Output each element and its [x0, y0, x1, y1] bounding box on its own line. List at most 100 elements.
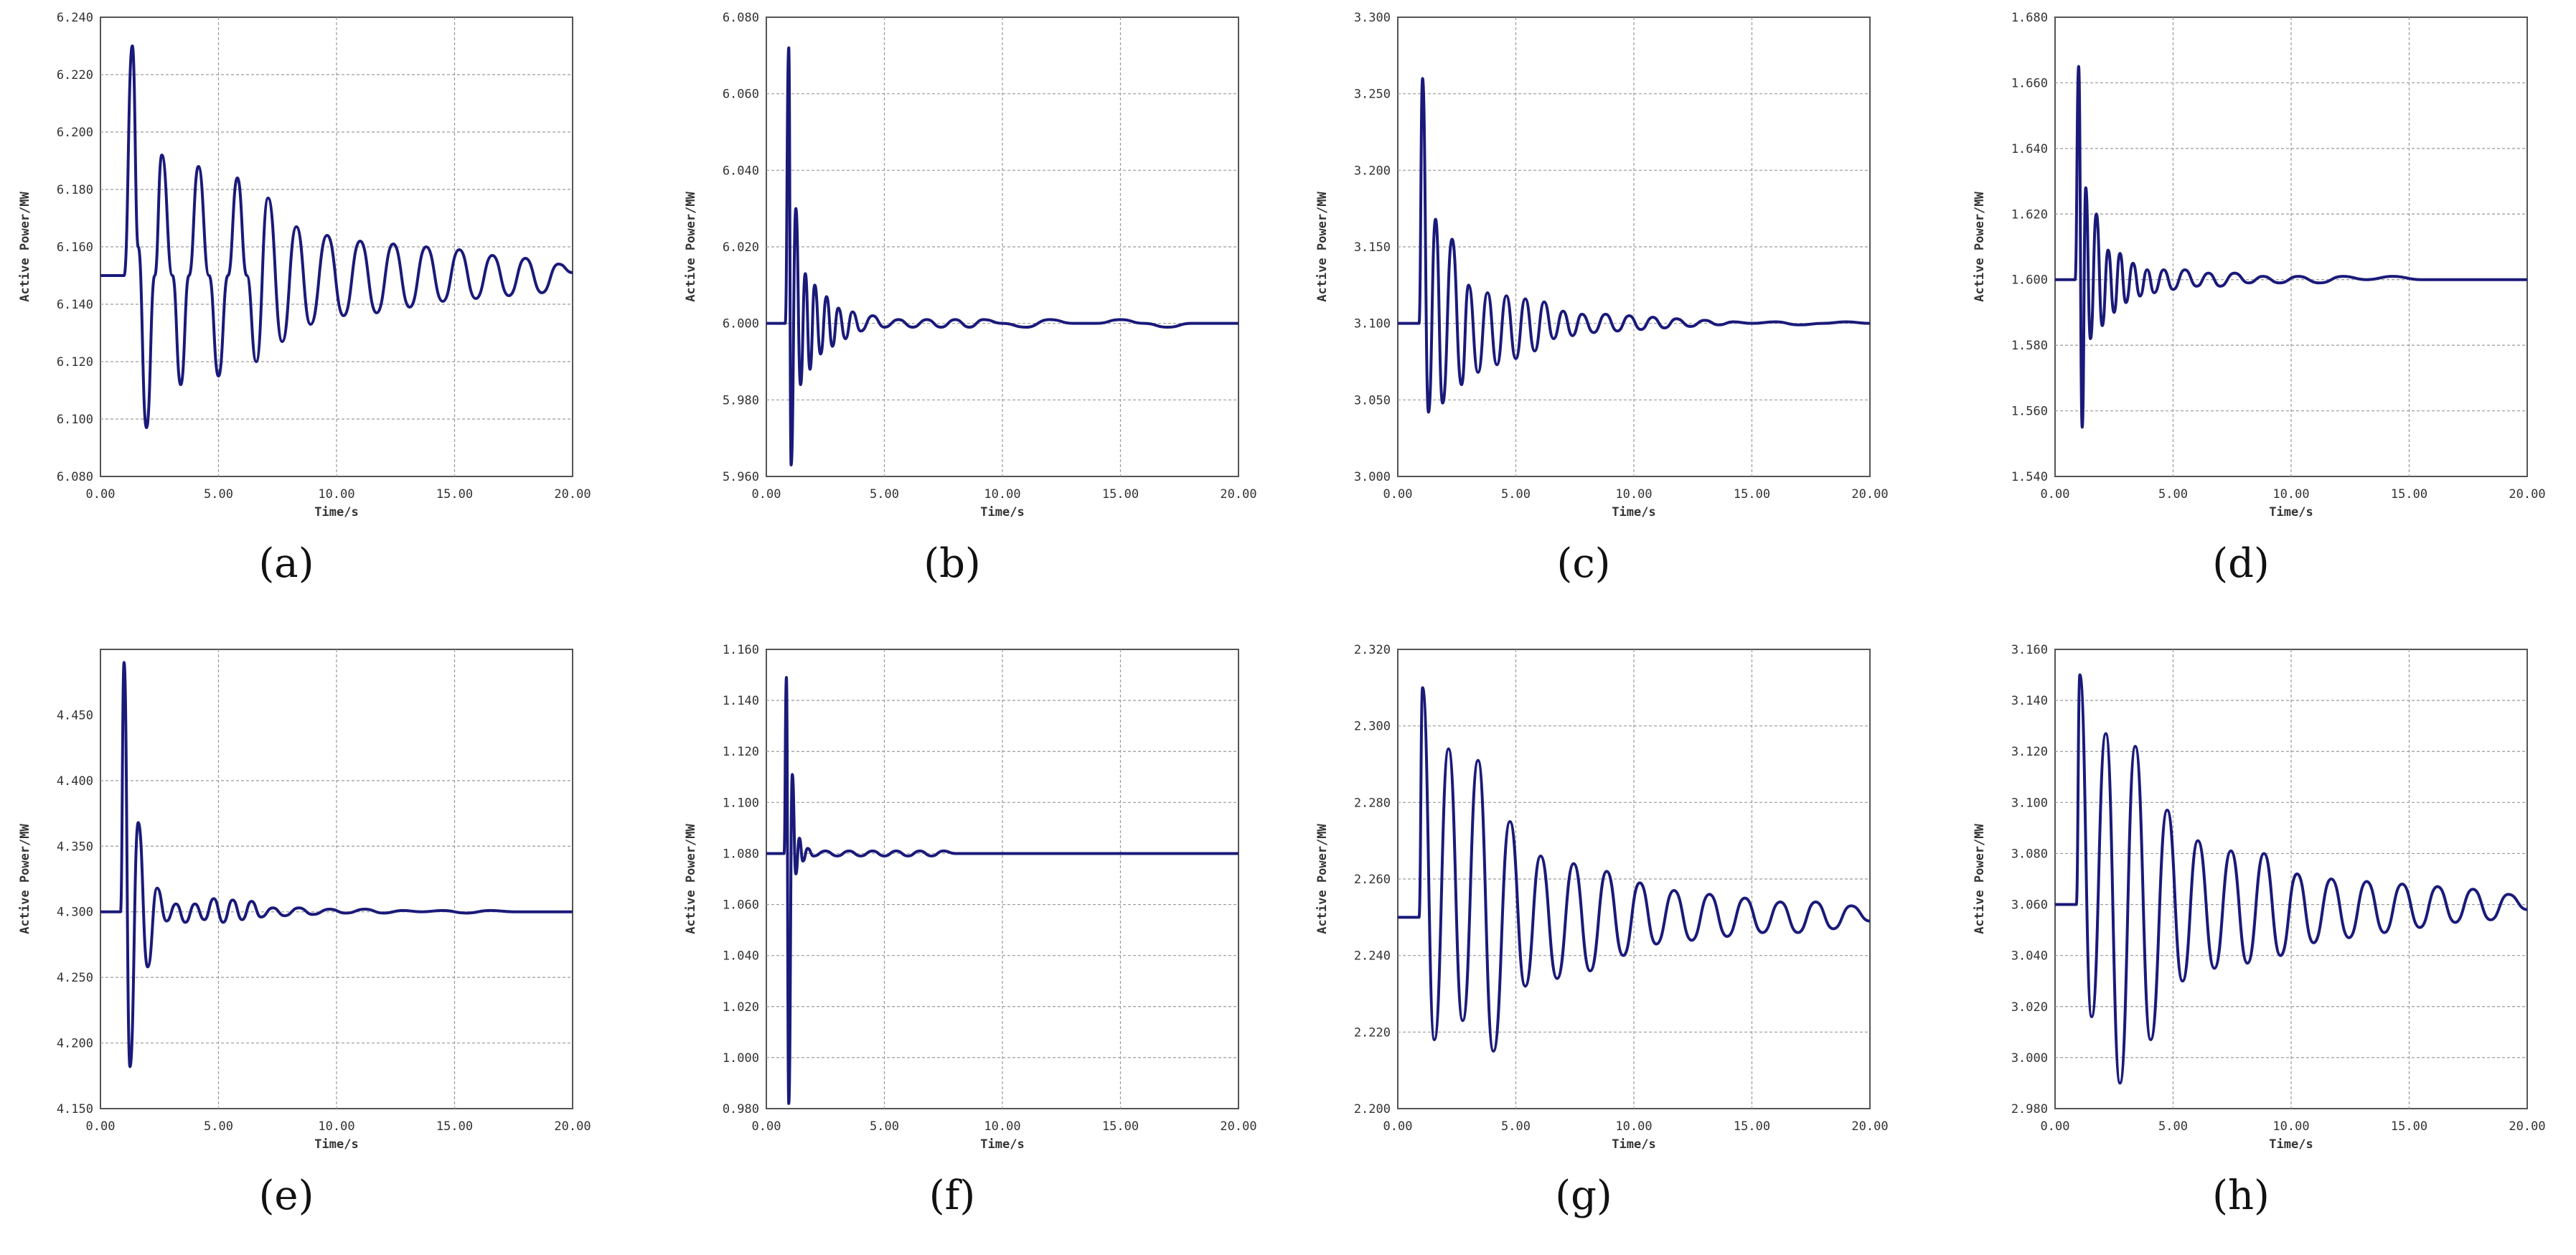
- x-tick-label: 15.00: [1734, 487, 1770, 502]
- chart-panel: 0.00 5.00 10.00 15.00 20.00 4.150 4.200 4.250 4.…: [18, 649, 591, 1219]
- panel-caption: (g): [1555, 1172, 1612, 1219]
- y-axis-label: Active Power/MW: [1315, 191, 1330, 301]
- y-tick-label: 3.120: [2011, 745, 2048, 759]
- y-tick-label: 1.080: [723, 847, 759, 861]
- x-tick-label: 5.00: [1501, 1119, 1531, 1134]
- y-tick-label: 6.100: [57, 413, 93, 427]
- x-tick-label: 5.00: [1501, 487, 1531, 502]
- x-axis-label: Time/s: [314, 505, 358, 520]
- y-tick-label: 1.660: [2011, 76, 2048, 90]
- y-tick-label: 3.050: [1354, 393, 1391, 408]
- x-tick-label: 0.00: [1383, 487, 1413, 502]
- y-tick-label: 5.980: [723, 393, 759, 408]
- y-axis-label: Active Power/MW: [18, 823, 32, 934]
- x-tick-label: 10.00: [2272, 487, 2309, 502]
- y-tick-label: 6.140: [57, 298, 93, 312]
- x-tick-label: 0.00: [86, 1119, 116, 1134]
- y-tick-label: 3.300: [1354, 11, 1391, 25]
- x-tick-label: 20.00: [554, 1119, 591, 1134]
- panel-caption: (c): [1556, 540, 1610, 587]
- series-line: [100, 44, 573, 429]
- y-tick-label: 4.300: [57, 906, 93, 920]
- y-tick-label: 1.100: [723, 796, 759, 810]
- y-tick-label: 2.260: [1354, 873, 1391, 887]
- x-axis-label: Time/s: [314, 1137, 358, 1152]
- series-line: [100, 661, 573, 1068]
- x-tick-label: 20.00: [2509, 1119, 2545, 1134]
- y-tick-label: 3.140: [2011, 694, 2048, 708]
- x-tick-label: 5.00: [2158, 1119, 2188, 1134]
- y-tick-label: 1.060: [723, 898, 759, 913]
- x-tick-label: 5.00: [204, 487, 233, 502]
- x-tick-label: 20.00: [1220, 1119, 1256, 1134]
- x-tick-label: 5.00: [204, 1119, 233, 1134]
- y-axis-label: Active Power/MW: [1973, 823, 1987, 934]
- x-tick-label: 20.00: [1220, 487, 1256, 502]
- x-tick-label: 10.00: [984, 487, 1020, 502]
- y-tick-label: 1.640: [2011, 142, 2048, 156]
- y-tick-label: 2.200: [1354, 1102, 1391, 1117]
- plot-area: [100, 649, 573, 1109]
- y-tick-label: 3.160: [2011, 643, 2048, 657]
- plot-area: [2054, 17, 2528, 477]
- x-tick-label: 0.00: [1383, 1119, 1413, 1134]
- x-tick-label: 10.00: [318, 487, 354, 502]
- x-tick-label: 15.00: [2391, 487, 2427, 502]
- y-tick-label: 1.560: [2011, 405, 2048, 419]
- panel-caption: (b): [923, 540, 981, 587]
- y-tick-label: 3.040: [2011, 949, 2048, 964]
- x-tick-label: 0.00: [752, 1119, 781, 1134]
- y-axis-label: Active Power/MW: [684, 191, 698, 301]
- plot-area: [766, 649, 1239, 1109]
- y-tick-label: 1.120: [723, 745, 759, 759]
- y-tick-label: 1.040: [723, 949, 759, 964]
- x-tick-label: 15.00: [1102, 487, 1139, 502]
- y-tick-label: 1.540: [2011, 470, 2048, 484]
- x-tick-label: 0.00: [2041, 487, 2070, 502]
- y-tick-label: 6.220: [57, 68, 93, 83]
- y-axis-label: Active Power/MW: [1973, 191, 1987, 301]
- series-line: [2054, 65, 2527, 429]
- y-tick-label: 2.300: [1354, 720, 1391, 734]
- y-tick-label: 1.160: [723, 643, 759, 657]
- x-tick-label: 0.00: [86, 487, 116, 502]
- x-tick-label: 15.00: [2391, 1119, 2427, 1134]
- y-tick-label: 3.200: [1354, 164, 1391, 178]
- series-line: [766, 46, 1238, 466]
- y-tick-label: 2.240: [1354, 949, 1391, 964]
- y-tick-label: 6.240: [57, 11, 93, 25]
- x-tick-label: 15.00: [1734, 1119, 1770, 1134]
- chart-panel: 0.00 5.00 10.00 15.00 20.00 2.980 3.000 3.020 3.…: [1973, 643, 2546, 1219]
- x-tick-label: 0.00: [2041, 1119, 2070, 1134]
- y-tick-label: 2.320: [1354, 643, 1391, 657]
- y-tick-label: 4.400: [57, 774, 93, 789]
- series-line: [766, 676, 1238, 1105]
- y-tick-label: 1.140: [723, 694, 759, 708]
- y-tick-label: 6.160: [57, 240, 93, 255]
- series-line: [2054, 673, 2528, 1085]
- y-tick-label: 3.020: [2011, 1000, 2048, 1015]
- y-tick-label: 6.180: [57, 183, 93, 197]
- x-tick-label: 10.00: [984, 1119, 1020, 1134]
- y-tick-label: 6.080: [723, 11, 759, 25]
- y-tick-label: 3.000: [2011, 1051, 2048, 1066]
- y-tick-label: 5.960: [723, 470, 759, 484]
- x-tick-label: 20.00: [2509, 487, 2545, 502]
- y-tick-label: 3.060: [2011, 898, 2048, 913]
- plot-area: [2054, 649, 2528, 1109]
- y-axis-label: Active Power/MW: [18, 191, 32, 301]
- chart-panel: 0.00 5.00 10.00 15.00 20.00 0.980 1.000 1.020 1.…: [684, 643, 1257, 1219]
- x-tick-label: 15.00: [1102, 1119, 1139, 1134]
- y-tick-label: 3.250: [1354, 88, 1391, 102]
- x-tick-label: 10.00: [1615, 1119, 1652, 1134]
- y-tick-label: 6.200: [57, 126, 93, 140]
- y-tick-label: 1.000: [723, 1051, 759, 1066]
- y-tick-label: 0.980: [723, 1102, 759, 1117]
- y-tick-label: 1.020: [723, 1000, 759, 1015]
- y-tick-label: 6.060: [723, 88, 759, 102]
- y-tick-label: 4.200: [57, 1037, 93, 1051]
- y-tick-label: 3.100: [1354, 317, 1391, 332]
- x-tick-label: 20.00: [554, 487, 591, 502]
- y-tick-label: 4.450: [57, 708, 93, 723]
